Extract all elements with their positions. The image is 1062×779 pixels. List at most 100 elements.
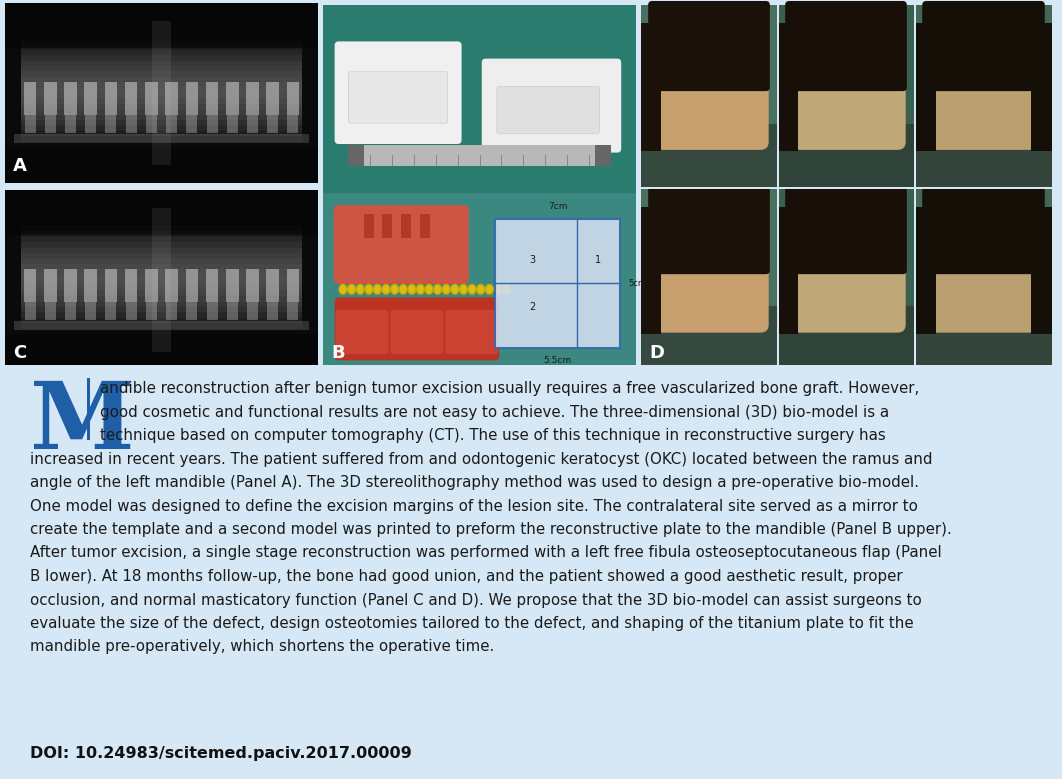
Text: mandible pre-operatively, which shortens the operative time.: mandible pre-operatively, which shortens…	[30, 640, 494, 654]
Text: C: C	[13, 344, 27, 362]
Text: One model was designed to define the excision margins of the lesion site. The co: One model was designed to define the exc…	[30, 499, 918, 513]
Ellipse shape	[382, 284, 390, 294]
Bar	[20, 270, 303, 275]
Ellipse shape	[502, 284, 511, 294]
Bar	[125, 270, 137, 301]
Bar	[227, 115, 238, 132]
Bar	[20, 61, 303, 66]
Bar	[20, 104, 303, 109]
Text: good cosmetic and functional results are not easy to achieve. The three-dimensio: good cosmetic and functional results are…	[100, 404, 889, 420]
Bar	[915, 189, 1052, 370]
Bar	[166, 270, 177, 301]
Ellipse shape	[356, 284, 364, 294]
Bar	[5, 3, 318, 183]
Text: 5cm: 5cm	[629, 279, 647, 287]
Bar	[206, 83, 219, 115]
Bar	[0, 365, 1062, 370]
Bar	[125, 115, 137, 132]
Bar	[20, 291, 303, 296]
Bar	[1031, 23, 1052, 151]
Ellipse shape	[339, 284, 347, 294]
Bar	[247, 301, 258, 319]
Bar	[5, 147, 318, 183]
Ellipse shape	[347, 284, 356, 294]
FancyBboxPatch shape	[649, 208, 769, 333]
Ellipse shape	[408, 284, 415, 294]
Text: angle of the left mandible (Panel A). The 3D stereolithography method was used t: angle of the left mandible (Panel A). Th…	[30, 475, 919, 490]
Bar	[20, 242, 303, 248]
FancyBboxPatch shape	[648, 185, 770, 274]
Bar	[87, 378, 90, 440]
Text: A: A	[13, 157, 27, 175]
Bar	[5, 183, 318, 188]
FancyBboxPatch shape	[348, 72, 448, 123]
Bar	[5, 190, 318, 370]
FancyBboxPatch shape	[922, 185, 1045, 274]
FancyBboxPatch shape	[335, 298, 499, 361]
Bar	[421, 213, 430, 238]
FancyBboxPatch shape	[786, 208, 906, 333]
Ellipse shape	[477, 284, 484, 294]
Bar	[5, 334, 318, 370]
FancyBboxPatch shape	[785, 1, 907, 91]
Bar	[64, 83, 76, 115]
Text: DOI: 10.24983/scitemed.paciv.2017.00009: DOI: 10.24983/scitemed.paciv.2017.00009	[30, 746, 412, 761]
Ellipse shape	[416, 284, 425, 294]
Bar	[166, 115, 177, 132]
Bar	[20, 87, 303, 93]
Bar	[105, 115, 117, 132]
Bar	[152, 21, 171, 165]
Text: After tumor excision, a single stage reconstruction was performed with a left fr: After tumor excision, a single stage rec…	[30, 545, 942, 561]
Bar	[20, 275, 303, 280]
Bar	[20, 131, 303, 136]
Bar	[20, 248, 303, 253]
Text: 7cm: 7cm	[548, 202, 567, 211]
Bar	[641, 124, 777, 188]
Bar	[348, 145, 364, 166]
Bar	[914, 5, 917, 370]
Bar	[85, 301, 97, 319]
Bar	[20, 264, 303, 270]
Bar	[20, 125, 303, 131]
Bar	[778, 5, 914, 188]
FancyBboxPatch shape	[785, 185, 907, 274]
Bar	[186, 301, 198, 319]
Bar	[20, 318, 303, 323]
Bar	[20, 259, 303, 264]
Ellipse shape	[451, 284, 459, 294]
Text: 5.5cm: 5.5cm	[544, 356, 571, 365]
Bar	[85, 115, 97, 132]
FancyBboxPatch shape	[445, 310, 498, 354]
Bar	[363, 213, 374, 238]
Bar	[145, 270, 157, 301]
Bar	[267, 270, 279, 301]
Bar	[105, 301, 117, 319]
Bar	[20, 93, 303, 98]
Bar	[20, 39, 303, 44]
Bar	[5, 3, 318, 48]
Bar	[318, 0, 323, 370]
Bar	[20, 253, 303, 259]
Bar	[186, 270, 199, 301]
Ellipse shape	[365, 284, 373, 294]
Bar	[65, 115, 76, 132]
Bar	[778, 124, 914, 188]
Ellipse shape	[433, 284, 442, 294]
Bar	[268, 115, 278, 132]
FancyBboxPatch shape	[648, 1, 770, 91]
Bar	[20, 231, 303, 237]
Bar	[44, 83, 56, 115]
Bar	[20, 115, 303, 120]
Bar	[267, 83, 279, 115]
Bar	[20, 120, 303, 125]
Bar	[20, 323, 303, 329]
Bar	[641, 186, 1052, 189]
Bar	[207, 115, 218, 132]
Bar	[23, 270, 36, 301]
Bar	[915, 124, 1052, 188]
Ellipse shape	[468, 284, 476, 294]
Bar	[226, 270, 239, 301]
Bar	[20, 98, 303, 104]
Bar	[778, 189, 914, 370]
Bar	[287, 83, 299, 115]
